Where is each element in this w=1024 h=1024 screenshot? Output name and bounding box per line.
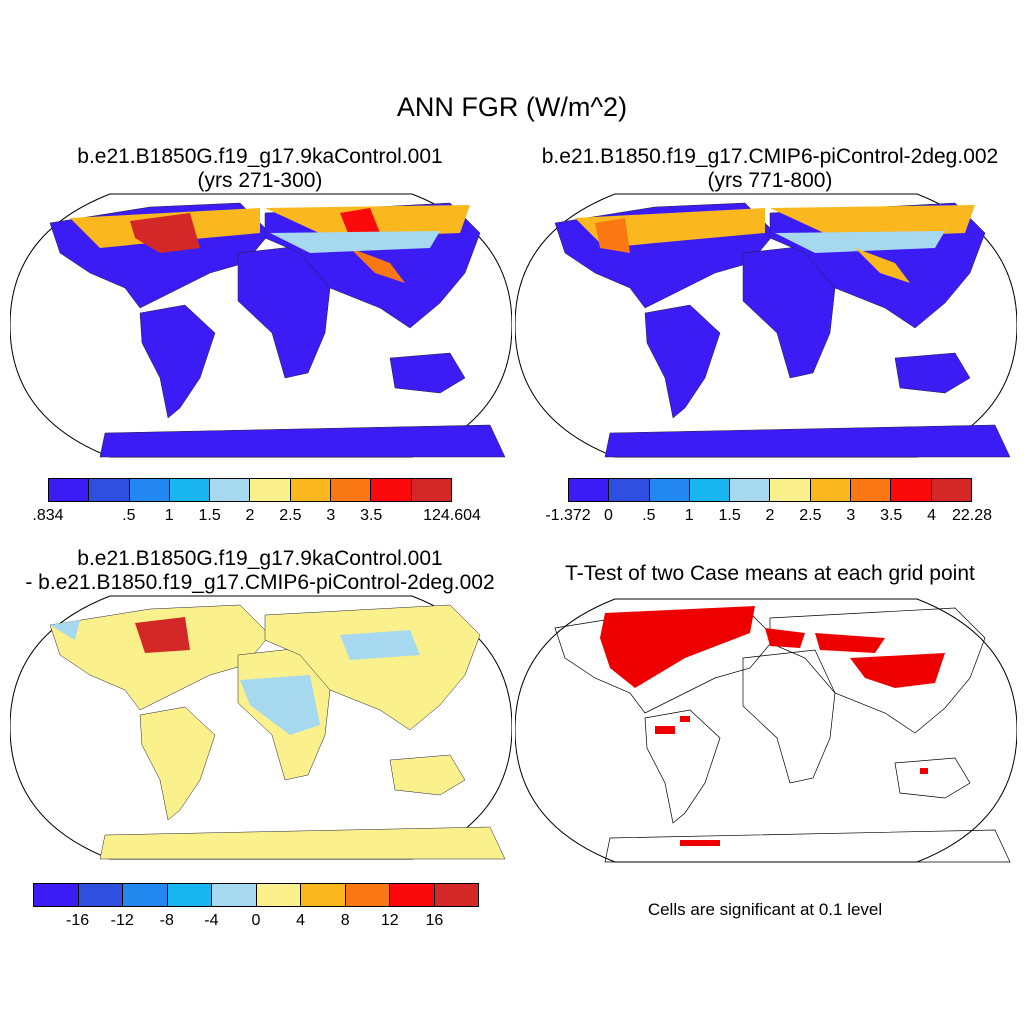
cb3-tick-7: 12 [380,912,399,929]
cb2-tick-2: .5 [642,507,656,524]
map-panel-4 [515,598,1017,863]
cb2-tick-3: 1 [684,507,694,524]
colorbar-1-ticks: .834 .5 1 1.5 2 2.5 3 3.5 124.604 [32,507,480,527]
cb2-swatch-7 [851,479,892,501]
panel2-title: b.e21.B1850.f19_g17.CMIP6-piControl-2deg… [514,145,1024,193]
cb1-swatch-6 [290,479,332,501]
cb1-swatch-2 [129,479,170,501]
cb2-swatch-1 [609,479,650,501]
panel1-title-line2: (yrs 271-300) [197,169,323,192]
cb2-tick-10: 22.28 [951,507,993,524]
figure-title: ANN FGR (W/m^2) [396,92,628,122]
cb2-tick-0: -1.372 [545,507,591,524]
panel1-title-line1: b.e21.B1850G.f19_g17.9kaControl.001 [77,145,443,168]
cb1-tick-8: 124.604 [423,507,481,524]
cb3-swatch-8 [390,884,435,906]
significant-cells [600,606,945,846]
cb3-swatch-4 [212,884,257,906]
anomaly-overlays [50,617,420,735]
cb3-swatch-6 [301,884,346,906]
map-panel-1 [10,193,512,458]
cb3-tick-8: 16 [425,912,444,929]
colorbar-2 [568,478,972,502]
cb1-swatch-9 [411,479,451,501]
cb1-tick-2: 1 [164,507,174,524]
cb1-swatch-4 [210,479,251,501]
cb2-tick-9: 4 [927,507,937,524]
panel3-title-line1: b.e21.B1850G.f19_g17.9kaControl.001 [77,547,443,570]
cb2-tick-8: 3.5 [880,507,903,524]
cb3-swatch-3 [167,884,212,906]
cb3-tick-1: -12 [110,912,134,929]
cb2-swatch-3 [689,479,731,501]
cb2-swatch-6 [810,479,852,501]
warm-anomalies [70,205,470,283]
colorbar-2-ticks: -1.372 0 .5 1 1.5 2 2.5 3 3.5 4 22.28 [545,507,992,527]
coastlines [554,607,1011,863]
cb2-swatch-5 [770,479,811,501]
warm-anomalies [575,205,975,283]
cb3-tick-4: 0 [251,912,261,929]
significance-note: Cells are significant at 0.1 level [647,900,883,919]
cb3-tick-3: -4 [204,912,219,929]
cb1-swatch-0 [49,479,90,501]
cb1-tick-7: 3.5 [360,507,383,524]
panel3-title-line2: - b.e21.B1850.f19_g17.CMIP6-piControl-2d… [25,571,495,594]
panel2-title-line2: (yrs 771-800) [707,169,833,192]
cb2-swatch-9 [931,479,971,501]
cb3-swatch-1 [78,884,123,906]
cb1-tick-0: .834 [32,507,64,524]
panel1-title: b.e21.B1850G.f19_g17.9kaControl.001 (yrs… [10,145,510,193]
cb2-tick-5: 2 [765,507,775,524]
cb1-swatch-3 [169,479,211,501]
panel4-title: T-Test of two Case means at each grid po… [565,562,975,585]
panel2-title-line1: b.e21.B1850.f19_g17.CMIP6-piControl-2deg… [541,145,999,168]
colorbar-3 [33,883,479,907]
cb3-swatch-2 [123,884,168,906]
cb2-swatch-0 [569,479,610,501]
cb3-swatch-9 [434,884,478,906]
cb3-tick-0: -16 [66,912,90,929]
cb1-swatch-5 [250,479,291,501]
cb1-swatch-7 [331,479,372,501]
cb1-tick-1: .5 [122,507,136,524]
cb2-tick-7: 3 [846,507,856,524]
cb3-swatch-7 [345,884,390,906]
map-outline [515,598,1017,863]
cb3-tick-6: 8 [340,912,350,929]
panel3-title: b.e21.B1850G.f19_g17.9kaControl.001 - b.… [0,547,520,595]
cb3-swatch-0 [34,884,79,906]
cb2-tick-4: 1.5 [718,507,741,524]
cb3-tick-2: -8 [159,912,174,929]
cb1-tick-3: 1.5 [198,507,221,524]
colorbar-3-ticks: -16 -12 -8 -4 0 4 8 12 16 [33,912,479,932]
cb1-swatch-1 [89,479,130,501]
cb2-tick-1: 0 [603,507,613,524]
map-panel-3 [10,595,512,860]
colorbar-1 [48,478,452,502]
cb3-tick-5: 4 [296,912,306,929]
map-panel-2 [515,193,1017,458]
cb2-tick-6: 2.5 [799,507,822,524]
cb1-swatch-8 [371,479,412,501]
cb1-tick-4: 2 [245,507,255,524]
cb3-swatch-5 [256,884,301,906]
cb1-tick-5: 2.5 [279,507,302,524]
cb2-swatch-4 [730,479,771,501]
cb2-swatch-8 [891,479,932,501]
cb2-swatch-2 [649,479,690,501]
cb1-tick-6: 3 [326,507,336,524]
